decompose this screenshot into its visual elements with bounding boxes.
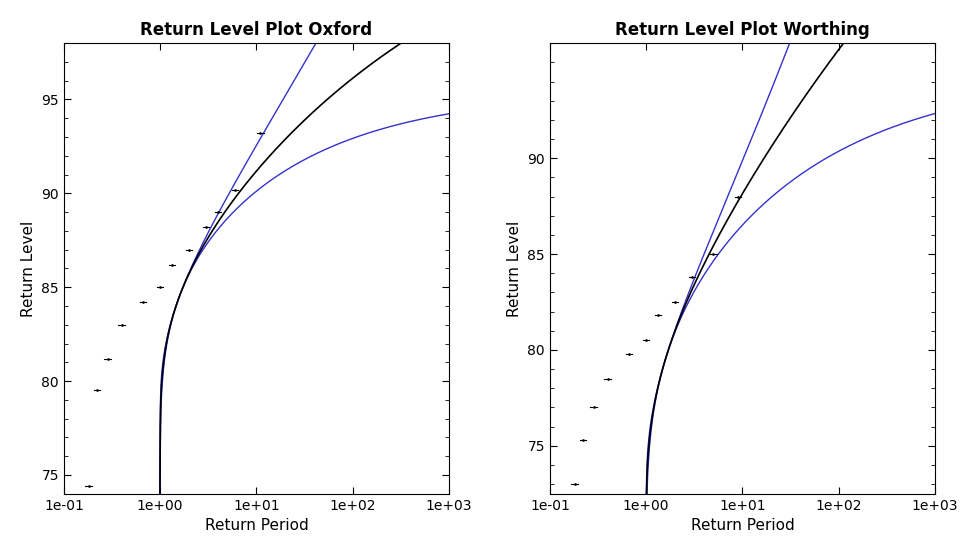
X-axis label: Return Period: Return Period <box>204 518 308 533</box>
Y-axis label: Return Level: Return Level <box>507 220 521 316</box>
X-axis label: Return Period: Return Period <box>689 518 793 533</box>
Title: Return Level Plot Worthing: Return Level Plot Worthing <box>614 21 868 39</box>
Title: Return Level Plot Oxford: Return Level Plot Oxford <box>140 21 372 39</box>
Y-axis label: Return Level: Return Level <box>21 220 36 316</box>
